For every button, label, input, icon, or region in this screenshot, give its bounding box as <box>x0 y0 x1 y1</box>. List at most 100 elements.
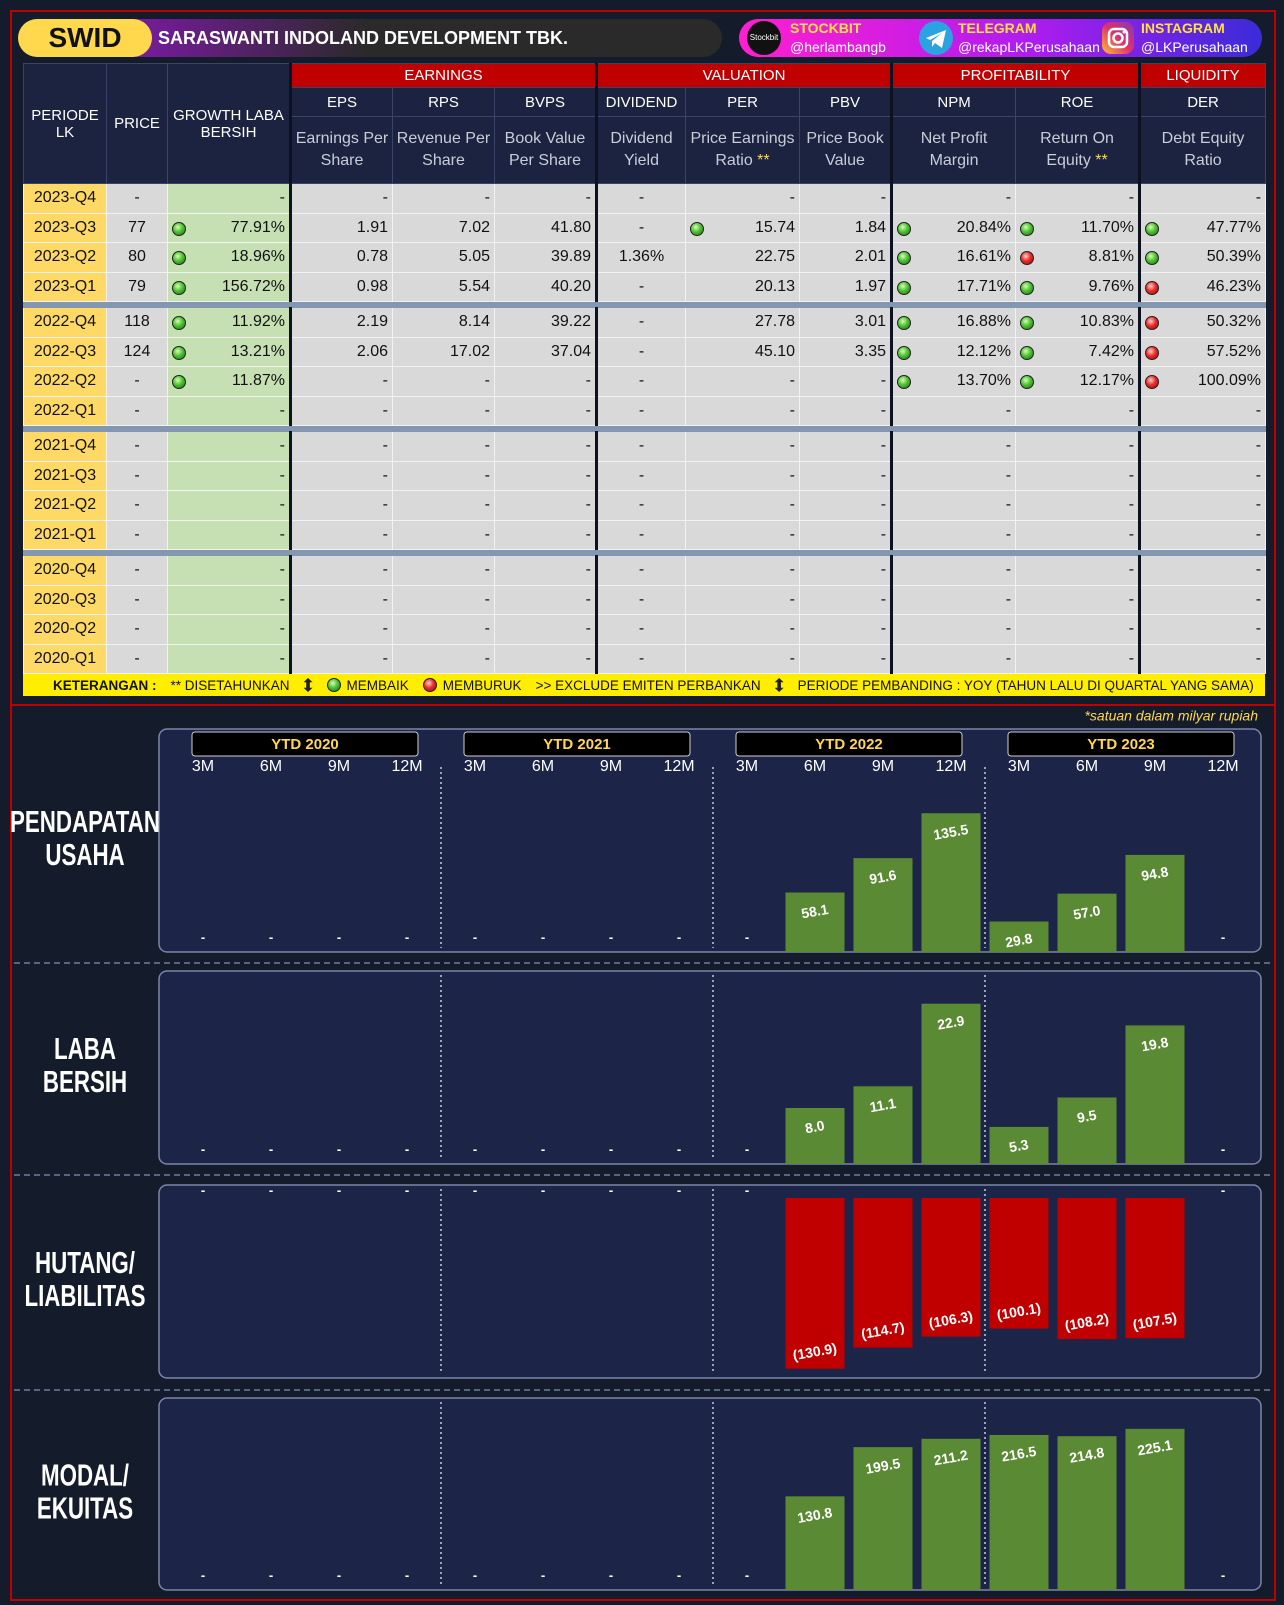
cell-text: 13.21% <box>230 342 285 360</box>
cell-text: - <box>585 620 591 638</box>
bar <box>989 921 1049 952</box>
cell-text: - <box>638 189 645 207</box>
status-dot <box>1020 316 1035 330</box>
group-header: PROFITABILITY <box>890 63 1141 88</box>
cell: 124 <box>106 336 168 367</box>
cell-text: - <box>1255 649 1262 667</box>
cell-text: 45.10 <box>754 342 795 360</box>
cell: 2022-Q3 <box>23 336 107 367</box>
value-label: - <box>201 1182 205 1197</box>
cell-text: 57.52% <box>1206 342 1262 360</box>
cell: - <box>494 614 597 645</box>
x-tick-label: 6M <box>260 758 282 775</box>
cell: 0.98 <box>289 271 393 302</box>
cell-text: - <box>638 313 645 331</box>
cell: 13.70% <box>890 366 1017 397</box>
bar <box>921 1198 981 1337</box>
cell: 40.20 <box>494 271 597 302</box>
cell-text: - <box>789 590 795 608</box>
value-label: - <box>405 1567 409 1582</box>
cell: 15.74 <box>685 212 800 243</box>
cell-text: - <box>1255 189 1262 207</box>
value-label: 199.5 <box>864 1455 901 1477</box>
cell: - <box>106 614 168 645</box>
cell-text: - <box>638 590 645 608</box>
cell-text: 1.36% <box>618 248 665 266</box>
desc-text: Earnings Per Share <box>295 130 389 169</box>
cell-text: 16.88% <box>956 313 1012 331</box>
value-label: 22.9 <box>936 1012 966 1033</box>
cell: - <box>494 183 597 214</box>
cell: - <box>392 395 495 426</box>
cell-text: - <box>585 590 591 608</box>
column-desc: Book Value Per Share <box>494 116 597 184</box>
cell-text: 3.01 <box>854 313 887 331</box>
cell: 2021-Q4 <box>23 431 107 462</box>
cell: 1.91 <box>289 212 393 243</box>
cell: - <box>494 431 597 462</box>
platform: STOCKBIT <box>790 20 862 36</box>
cell: - <box>890 183 1017 214</box>
cell-text: - <box>279 649 285 667</box>
bar <box>921 1438 981 1590</box>
cell: - <box>494 584 597 615</box>
cell-text: 50.39% <box>1206 248 1262 266</box>
cell: - <box>392 643 495 674</box>
cell-text: - <box>1128 590 1135 608</box>
cell-text: - <box>1255 496 1262 514</box>
cell-text: - <box>1005 525 1012 543</box>
cell: 39.22 <box>494 307 597 338</box>
cell: - <box>595 490 686 521</box>
x-tick-label: 9M <box>1144 758 1166 775</box>
cell-text: - <box>789 496 795 514</box>
value-label: (114.7) <box>860 1319 906 1342</box>
data-row: 2021-Q2 - - - - - - - - - - - <box>23 490 1267 521</box>
cell-text: - <box>789 525 795 543</box>
cell-text: - <box>585 401 591 419</box>
cell: - <box>1138 431 1267 462</box>
cell-text: - <box>585 496 591 514</box>
value-label: - <box>677 1182 681 1197</box>
cell: 2022-Q2 <box>23 366 107 397</box>
desc-text: Debt Equity Ratio <box>1161 130 1245 169</box>
cell: 50.39% <box>1138 242 1267 273</box>
value-label: 225.1 <box>1136 1437 1173 1459</box>
value-label: - <box>609 1567 613 1582</box>
cell: - <box>289 519 393 550</box>
cell: - <box>1015 431 1141 462</box>
value-label: - <box>269 1141 273 1156</box>
value-label: 130.8 <box>796 1504 833 1526</box>
cell-text: - <box>382 525 388 543</box>
cell: 17.71% <box>890 271 1017 302</box>
cell: 2022-Q1 <box>23 395 107 426</box>
cell: 2023-Q4 <box>23 183 107 214</box>
value-label: 135.5 <box>932 821 969 843</box>
cell-text: 2022-Q1 <box>33 401 97 419</box>
cell-text: - <box>484 590 490 608</box>
column-code: NPM <box>890 87 1017 117</box>
value-label: 19.8 <box>1140 1034 1170 1055</box>
column-code: EPS <box>289 87 393 117</box>
cell: 8.14 <box>392 307 495 338</box>
cell-text: - <box>279 189 285 207</box>
status-dot <box>172 316 186 330</box>
cell-text: 2021-Q3 <box>33 466 97 484</box>
cell-text: 17.02 <box>449 342 490 360</box>
chart-title: BERSIH <box>43 1065 127 1099</box>
column-code: DER <box>1138 87 1267 117</box>
cell-text: 7.42% <box>1088 342 1135 360</box>
cell-text: - <box>880 561 887 579</box>
cell-text: - <box>880 401 887 419</box>
chart-title: LIABILITAS <box>24 1279 145 1313</box>
desc-text: Price Book Value <box>806 130 884 169</box>
status-dot <box>690 221 704 236</box>
x-tick-label: 3M <box>1008 758 1030 775</box>
value-label: - <box>337 1182 341 1197</box>
group-label: YTD 2020 <box>271 736 339 753</box>
status-dot <box>897 251 912 265</box>
x-tick-label: 6M <box>532 758 554 775</box>
cell: - <box>1015 584 1141 615</box>
cell: 2021-Q3 <box>23 460 107 491</box>
